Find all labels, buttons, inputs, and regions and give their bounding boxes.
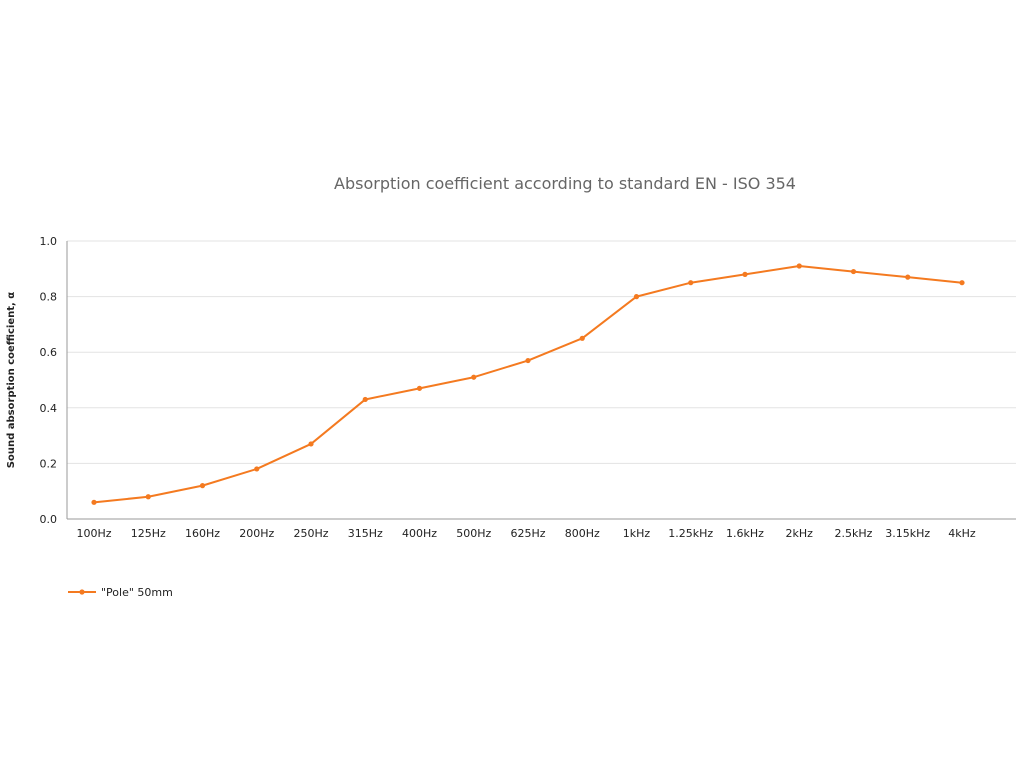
x-tick-label: 500Hz bbox=[456, 527, 491, 540]
data-point[interactable] bbox=[579, 335, 585, 341]
x-tick-label: 200Hz bbox=[239, 527, 274, 540]
data-point[interactable] bbox=[308, 441, 314, 447]
x-tick-label: 400Hz bbox=[402, 527, 437, 540]
y-axis-label: Sound absorption coefficient, α bbox=[6, 292, 17, 468]
data-point[interactable] bbox=[742, 271, 748, 277]
legend-label: "Pole" 50mm bbox=[101, 586, 173, 599]
x-tick-label: 125Hz bbox=[131, 527, 166, 540]
data-point[interactable] bbox=[91, 499, 97, 505]
x-tick-labels: 100Hz 125Hz 160Hz 200Hz 250Hz 315Hz 400Hz 500Hz… bbox=[76, 527, 975, 540]
data-point[interactable] bbox=[254, 466, 260, 472]
data-point[interactable] bbox=[905, 274, 911, 280]
x-tick-label: 3.15kHz bbox=[885, 527, 930, 540]
x-tick-label: 315Hz bbox=[348, 527, 383, 540]
series-line bbox=[93, 265, 963, 504]
data-point[interactable] bbox=[525, 357, 531, 364]
series-layer bbox=[91, 263, 965, 505]
data-point[interactable] bbox=[416, 385, 423, 391]
x-tick-label: 4kHz bbox=[948, 527, 976, 540]
x-tick-label: 160Hz bbox=[185, 527, 220, 540]
x-tick-label: 625Hz bbox=[510, 527, 545, 540]
y-tick-label: 1.0 bbox=[40, 235, 58, 248]
y-tick-label: 0.0 bbox=[40, 513, 58, 526]
legend[interactable]: "Pole" 50mm bbox=[68, 586, 173, 599]
legend-item[interactable]: "Pole" 50mm bbox=[68, 586, 173, 599]
y-tick-label: 0.8 bbox=[40, 291, 58, 304]
data-point[interactable] bbox=[796, 263, 802, 269]
x-tick-label: 2.5kHz bbox=[835, 527, 873, 540]
x-tick-label: 2kHz bbox=[786, 527, 814, 540]
x-tick-label: 1.6kHz bbox=[726, 527, 764, 540]
data-point[interactable] bbox=[633, 294, 640, 300]
data-point[interactable] bbox=[199, 483, 206, 489]
data-point[interactable] bbox=[959, 280, 965, 286]
y-tick-label: 0.4 bbox=[40, 402, 58, 415]
x-tick-label: 1.25kHz bbox=[668, 527, 713, 540]
x-tick-label: 1kHz bbox=[623, 527, 651, 540]
data-point[interactable] bbox=[850, 268, 857, 275]
x-tick-label: 250Hz bbox=[293, 527, 328, 540]
data-point[interactable] bbox=[688, 280, 694, 286]
axes bbox=[66, 241, 1016, 520]
data-point[interactable] bbox=[362, 396, 368, 403]
grid-lines bbox=[67, 240, 1016, 464]
chart-title: Absorption coefficient according to stan… bbox=[334, 174, 796, 193]
x-tick-label: 100Hz bbox=[76, 527, 111, 540]
legend-marker bbox=[79, 589, 85, 595]
y-tick-label: 0.6 bbox=[40, 346, 58, 359]
y-tick-labels: 0.0 0.2 0.4 0.6 0.8 1.0 bbox=[40, 235, 58, 526]
data-point[interactable] bbox=[145, 494, 151, 500]
y-tick-label: 0.2 bbox=[40, 457, 58, 470]
x-tick-label: 800Hz bbox=[565, 527, 600, 540]
data-point[interactable] bbox=[471, 374, 477, 380]
